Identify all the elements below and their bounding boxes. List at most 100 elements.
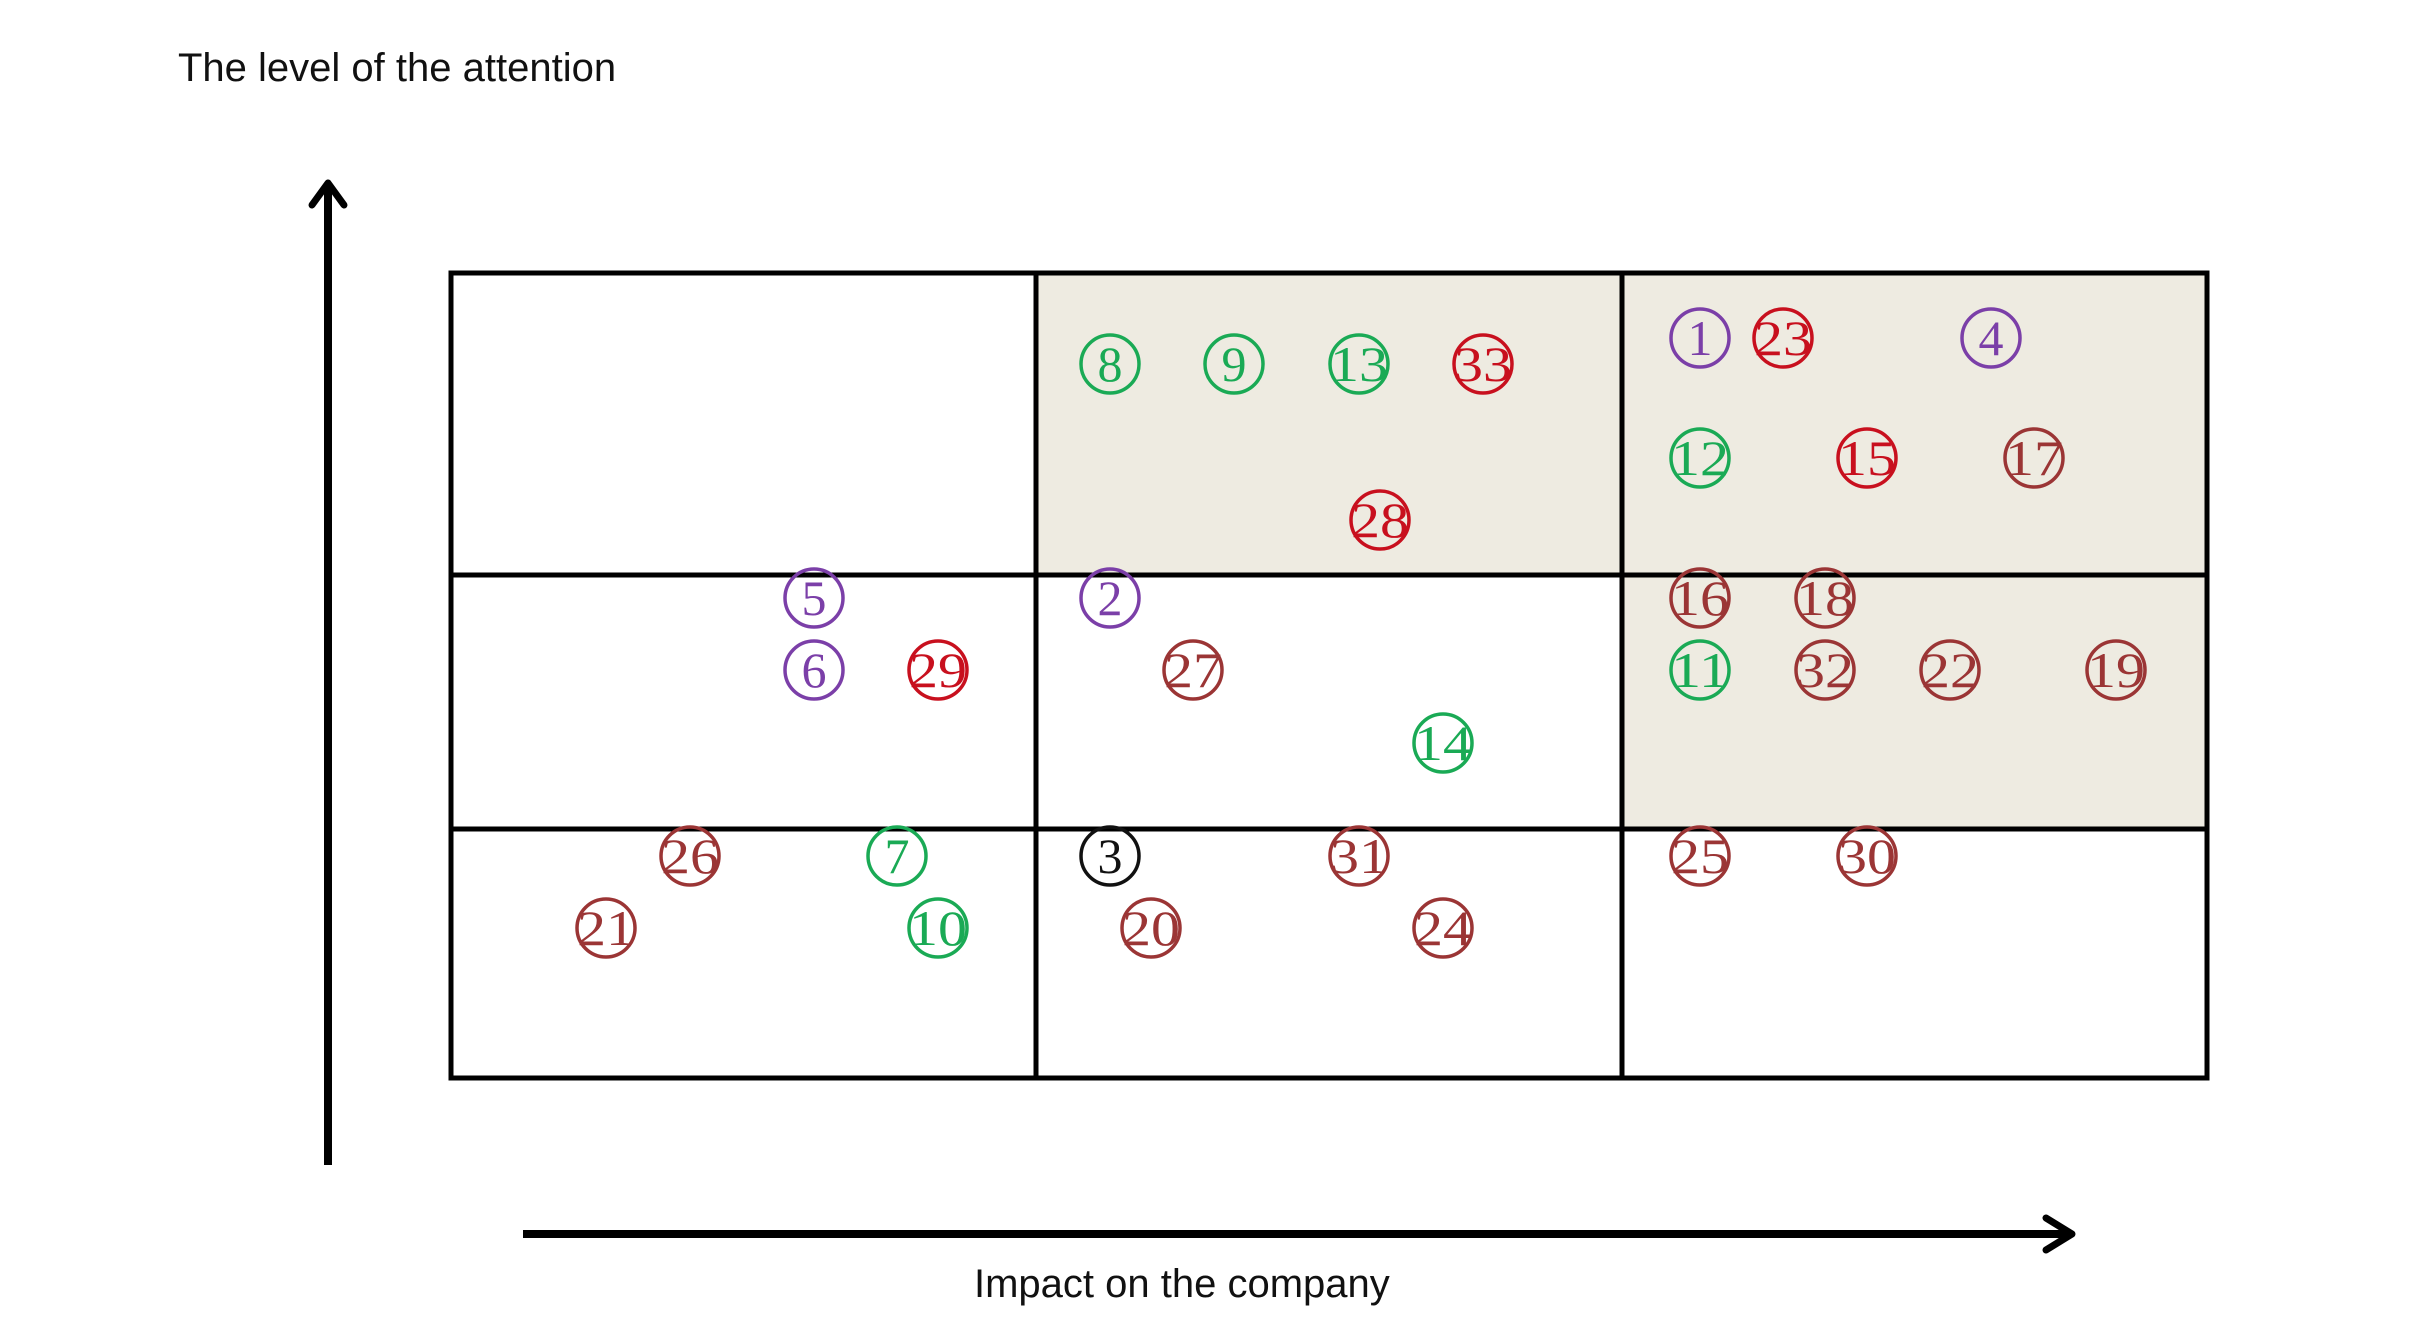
item-number: 2 bbox=[1098, 570, 1123, 626]
item-marker-18: 18 bbox=[1794, 567, 1856, 629]
item-circle bbox=[1794, 639, 1856, 701]
item-marker-14: 14 bbox=[1412, 712, 1474, 774]
item-circle bbox=[1752, 307, 1814, 369]
x-axis bbox=[523, 1214, 2076, 1254]
item-number: 15 bbox=[1838, 430, 1896, 486]
item-marker-20: 20 bbox=[1120, 897, 1182, 959]
item-circle bbox=[1203, 333, 1265, 395]
y-axis bbox=[308, 179, 348, 1165]
item-circle bbox=[1079, 567, 1141, 629]
item-circle bbox=[1079, 333, 1141, 395]
item-circle bbox=[1794, 567, 1856, 629]
item-number: 26 bbox=[661, 828, 719, 884]
item-number: 10 bbox=[909, 900, 967, 956]
item-circle bbox=[907, 897, 969, 959]
items-layer: 1 23 4 8 9 13 33 12 15 17 28 5 2 16 18 6 29 27 11 32 22 19 14 2… bbox=[575, 307, 2147, 959]
item-circle bbox=[1412, 712, 1474, 774]
item-circle bbox=[2085, 639, 2147, 701]
item-marker-32: 32 bbox=[1794, 639, 1856, 701]
item-number: 28 bbox=[1351, 492, 1409, 548]
item-circle bbox=[1079, 825, 1141, 887]
item-number: 32 bbox=[1796, 642, 1854, 698]
item-circle bbox=[1669, 307, 1731, 369]
item-marker-25: 25 bbox=[1669, 825, 1731, 887]
item-number: 3 bbox=[1098, 828, 1123, 884]
item-marker-13: 13 bbox=[1328, 333, 1390, 395]
item-number: 9 bbox=[1222, 336, 1247, 392]
item-marker-22: 22 bbox=[1919, 639, 1981, 701]
item-marker-31: 31 bbox=[1328, 825, 1390, 887]
item-circle bbox=[1412, 897, 1474, 959]
item-marker-6: 6 bbox=[783, 639, 845, 701]
item-circle bbox=[1669, 567, 1731, 629]
item-marker-26: 26 bbox=[659, 825, 721, 887]
item-marker-12: 12 bbox=[1669, 427, 1731, 489]
item-circle bbox=[1669, 639, 1731, 701]
item-marker-5: 5 bbox=[783, 567, 845, 629]
item-number: 7 bbox=[885, 828, 910, 884]
x-axis-arrowhead bbox=[2042, 1214, 2076, 1254]
shaded-cell bbox=[1622, 273, 2207, 575]
item-marker-4: 4 bbox=[1960, 307, 2022, 369]
x-axis-title: Impact on the company bbox=[974, 1262, 1390, 1306]
item-number: 22 bbox=[1921, 642, 1979, 698]
item-number: 18 bbox=[1796, 570, 1854, 626]
item-number: 11 bbox=[1671, 642, 1729, 698]
item-marker-19: 19 bbox=[2085, 639, 2147, 701]
y-axis-title: The level of the attention bbox=[178, 46, 617, 90]
item-number: 25 bbox=[1671, 828, 1729, 884]
item-marker-29: 29 bbox=[907, 639, 969, 701]
item-marker-21: 21 bbox=[575, 897, 637, 959]
item-marker-11: 11 bbox=[1669, 639, 1731, 701]
item-number: 29 bbox=[909, 642, 967, 698]
item-circle bbox=[2003, 427, 2065, 489]
item-marker-33: 33 bbox=[1452, 333, 1514, 395]
item-number: 5 bbox=[802, 570, 827, 626]
item-marker-2: 2 bbox=[1079, 567, 1141, 629]
item-marker-23: 23 bbox=[1752, 307, 1814, 369]
item-number: 1 bbox=[1688, 310, 1713, 366]
item-number: 30 bbox=[1838, 828, 1896, 884]
item-circle bbox=[907, 639, 969, 701]
item-circle bbox=[1960, 307, 2022, 369]
item-number: 8 bbox=[1098, 336, 1123, 392]
item-number: 23 bbox=[1754, 310, 1812, 366]
item-number: 4 bbox=[1979, 310, 2004, 366]
item-marker-3: 3 bbox=[1079, 825, 1141, 887]
item-number: 31 bbox=[1330, 828, 1388, 884]
item-circle bbox=[1669, 427, 1731, 489]
item-circle bbox=[1328, 825, 1390, 887]
item-marker-16: 16 bbox=[1669, 567, 1731, 629]
item-circle bbox=[783, 567, 845, 629]
item-circle bbox=[1836, 825, 1898, 887]
item-marker-10: 10 bbox=[907, 897, 969, 959]
item-number: 6 bbox=[802, 642, 827, 698]
item-number: 24 bbox=[1414, 900, 1472, 956]
grid-border bbox=[448, 270, 2210, 1081]
item-marker-15: 15 bbox=[1836, 427, 1898, 489]
item-circle bbox=[1162, 639, 1224, 701]
item-circle bbox=[1669, 825, 1731, 887]
item-number: 19 bbox=[2087, 642, 2145, 698]
grid bbox=[448, 270, 2210, 1081]
item-circle bbox=[1452, 333, 1514, 395]
item-circle bbox=[783, 639, 845, 701]
item-marker-30: 30 bbox=[1836, 825, 1898, 887]
item-number: 33 bbox=[1454, 336, 1512, 392]
item-marker-1: 1 bbox=[1669, 307, 1731, 369]
item-number: 13 bbox=[1330, 336, 1388, 392]
shaded-cell bbox=[1036, 273, 1622, 575]
item-number: 14 bbox=[1414, 715, 1472, 771]
item-number: 27 bbox=[1164, 642, 1222, 698]
item-circle bbox=[1349, 489, 1411, 551]
item-marker-9: 9 bbox=[1203, 333, 1265, 395]
item-marker-17: 17 bbox=[2003, 427, 2065, 489]
item-marker-7: 7 bbox=[866, 825, 928, 887]
item-number: 17 bbox=[2005, 430, 2063, 486]
item-number: 12 bbox=[1671, 430, 1729, 486]
item-number: 16 bbox=[1671, 570, 1729, 626]
item-marker-28: 28 bbox=[1349, 489, 1411, 551]
item-circle bbox=[1919, 639, 1981, 701]
